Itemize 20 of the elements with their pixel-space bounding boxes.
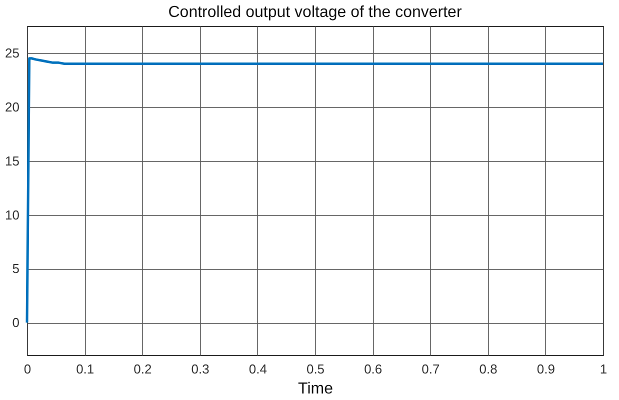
x-tick-label: 0 bbox=[24, 362, 32, 376]
x-tick-label: 0.3 bbox=[191, 362, 210, 376]
chart-title: Controlled output voltage of the converter bbox=[168, 4, 462, 21]
x-axis-title: Time bbox=[298, 380, 334, 398]
y-tick-label: 25 bbox=[5, 45, 20, 60]
y-tick-label: 20 bbox=[5, 99, 20, 114]
x-tick-label: 0.8 bbox=[479, 362, 498, 376]
x-tick-label: 0.4 bbox=[248, 362, 267, 376]
x-tick-label: 0.9 bbox=[536, 362, 555, 376]
x-tick-label: 0.7 bbox=[422, 362, 440, 376]
x-tick-label: 1 bbox=[600, 362, 608, 376]
y-tick-label: 5 bbox=[12, 261, 20, 276]
y-tick-label: 10 bbox=[5, 207, 20, 222]
y-tick-label: 0 bbox=[12, 315, 20, 330]
x-tick-label: 0.2 bbox=[134, 362, 152, 376]
y-tick-label: 15 bbox=[5, 153, 20, 168]
x-tick-label: 0.5 bbox=[306, 362, 325, 376]
x-tick-label: 0.1 bbox=[76, 362, 94, 376]
x-tick-label: 0.6 bbox=[364, 362, 382, 376]
line-series bbox=[26, 57, 604, 324]
